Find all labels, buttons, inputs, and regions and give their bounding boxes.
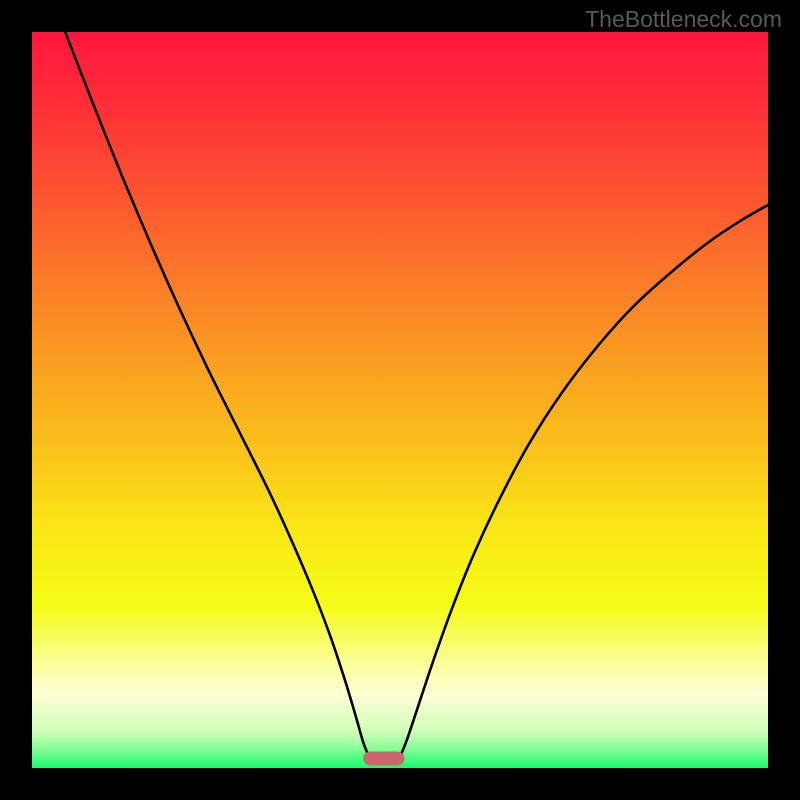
chart-container: { "canvas": { "width": 800, "height": 80… xyxy=(0,0,800,800)
plot-background xyxy=(32,32,768,768)
watermark-text: TheBottleneck.com xyxy=(585,6,782,33)
minimum-marker xyxy=(363,751,404,765)
bottleneck-chart xyxy=(0,0,800,800)
